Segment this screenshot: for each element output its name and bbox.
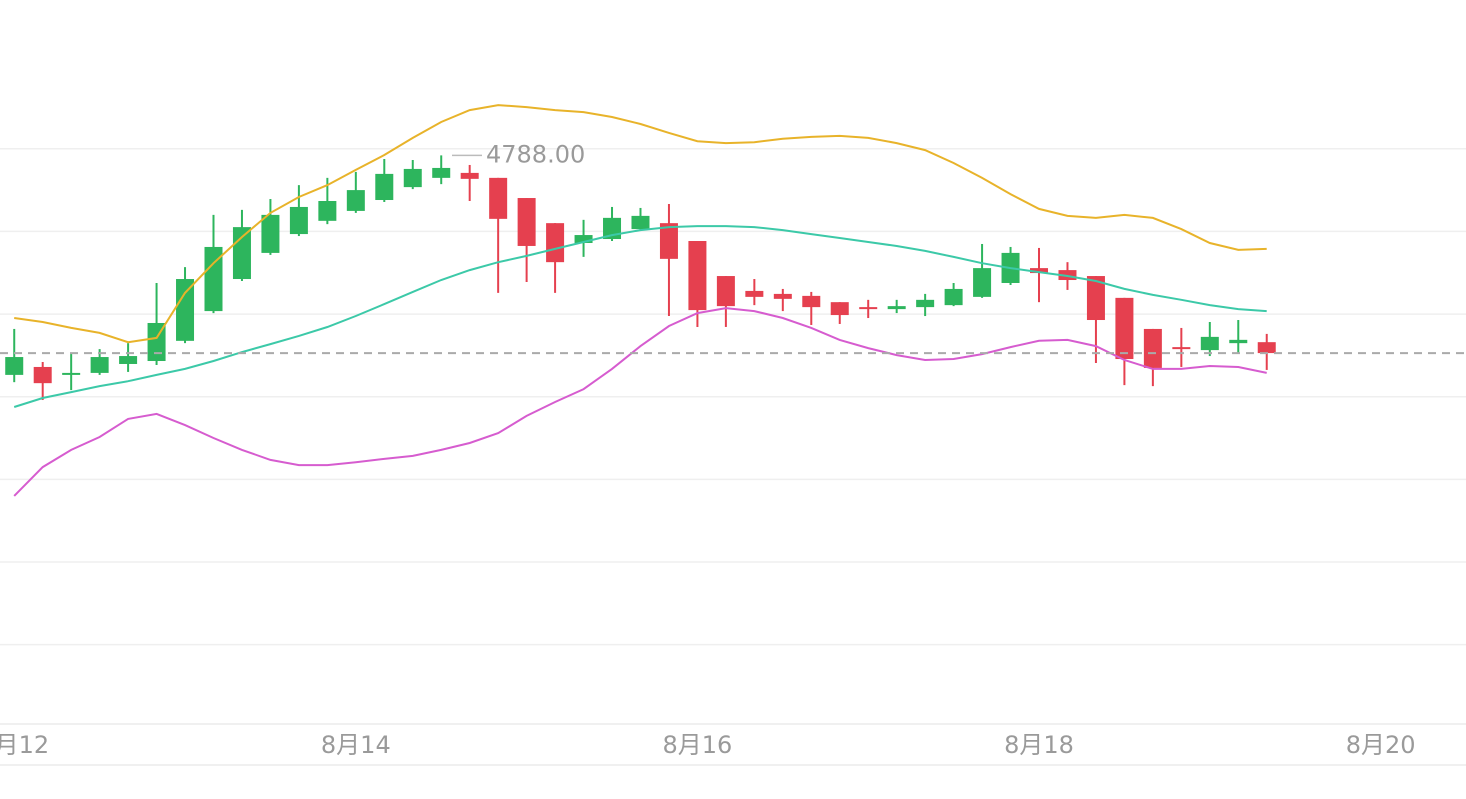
candle-body bbox=[830, 302, 849, 316]
candle-body bbox=[318, 201, 337, 221]
candle-body bbox=[33, 366, 52, 384]
band-line bbox=[14, 104, 1267, 344]
candle-body bbox=[432, 167, 451, 178]
candle-body bbox=[916, 299, 935, 308]
candle-body bbox=[1200, 336, 1219, 351]
candle-body bbox=[1143, 328, 1162, 368]
band-line bbox=[13, 307, 1267, 497]
candle-body bbox=[62, 372, 81, 375]
candle-body bbox=[859, 307, 878, 310]
candle-body bbox=[204, 246, 223, 312]
candle-body bbox=[489, 177, 508, 219]
x-tick-label: 8月18 bbox=[1004, 731, 1074, 759]
candle-body bbox=[460, 172, 479, 179]
candle-body bbox=[1030, 268, 1049, 274]
candle-body bbox=[1229, 339, 1248, 344]
candle-body bbox=[1257, 342, 1276, 354]
candle-body bbox=[546, 223, 565, 263]
candle-body bbox=[5, 357, 24, 375]
candle-body bbox=[1172, 347, 1191, 350]
candle-body bbox=[403, 168, 422, 188]
candle-body bbox=[631, 215, 650, 230]
candle-body bbox=[887, 306, 906, 310]
candle-body bbox=[773, 293, 792, 299]
candle-body bbox=[346, 190, 365, 211]
candle-body bbox=[745, 290, 764, 297]
candle-body bbox=[289, 206, 308, 235]
candle-body bbox=[119, 356, 138, 364]
candle-body bbox=[176, 279, 195, 341]
x-tick-label: 8月14 bbox=[321, 731, 391, 759]
candle-body bbox=[944, 288, 963, 306]
x-tick-label: 8月20 bbox=[1346, 731, 1416, 759]
candle-body bbox=[973, 268, 992, 297]
max-label: 4788.00 bbox=[486, 140, 585, 168]
candle-body bbox=[517, 198, 536, 246]
candle-body bbox=[1086, 276, 1105, 321]
candle-body bbox=[375, 173, 394, 201]
candle-body bbox=[1115, 297, 1134, 360]
candle-body bbox=[261, 214, 280, 253]
candle-body bbox=[232, 227, 251, 280]
x-tick-label: 8月12 bbox=[0, 731, 49, 759]
candle-body bbox=[574, 235, 593, 243]
x-tick-label: 8月16 bbox=[663, 731, 733, 759]
band-line bbox=[13, 225, 1267, 408]
candle-body bbox=[90, 357, 109, 373]
candle-body bbox=[802, 295, 821, 308]
candle-body bbox=[659, 223, 678, 259]
candle-body bbox=[716, 276, 735, 307]
candle-body bbox=[688, 241, 707, 311]
